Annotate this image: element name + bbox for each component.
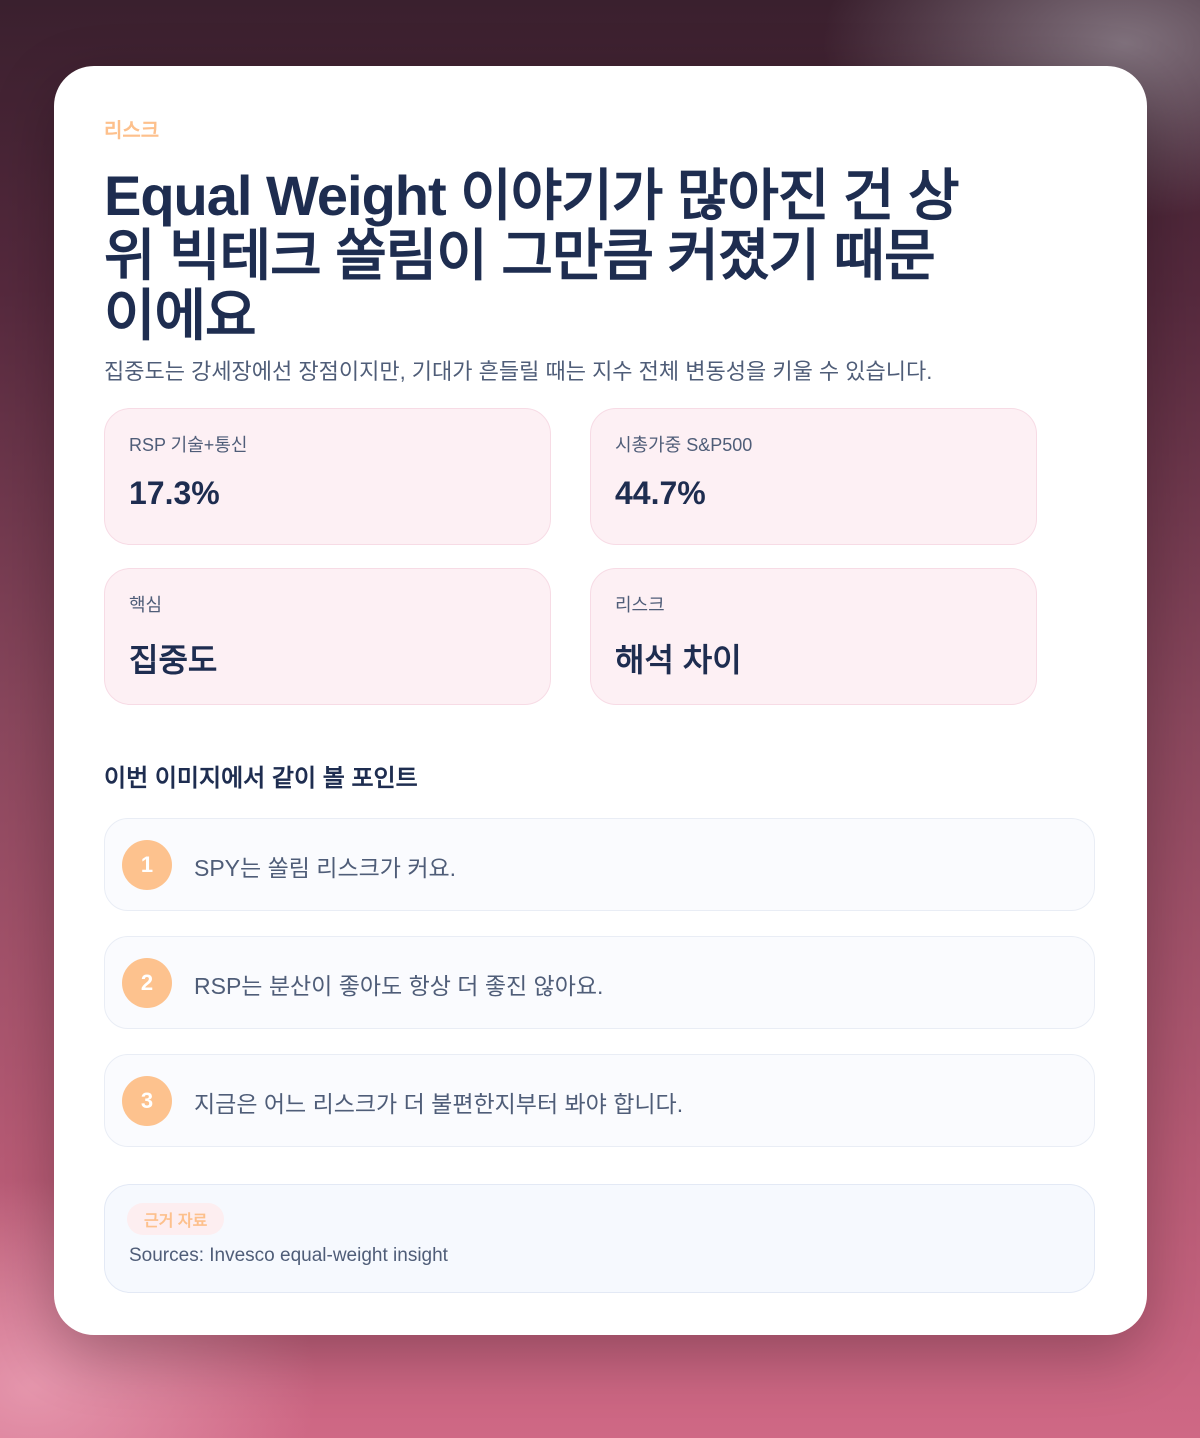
section-heading: 이번 이미지에서 같이 볼 포인트 [104,765,418,792]
stat-card: 리스크 해석 차이 [590,568,1037,705]
number-badge: 1 [122,840,172,890]
stat-label: 핵심 [129,595,163,615]
stat-card: 시총가중 S&P500 44.7% [590,408,1037,545]
stat-label: RSP 기술+통신 [129,435,248,455]
list-item: 2 RSP는 분산이 좋아도 항상 더 좋진 않아요. [104,936,1095,1029]
stat-card: 핵심 집중도 [104,568,551,705]
eyebrow-label: 리스크 [104,120,160,142]
list-item: 1 SPY는 쏠림 리스크가 커요. [104,818,1095,911]
subtitle: 집중도는 강세장에선 장점이지만, 기대가 흔들릴 때는 지수 전체 변동성을 … [104,359,933,384]
stat-label: 리스크 [615,595,665,615]
number-badge: 3 [122,1076,172,1126]
list-item-text: RSP는 분산이 좋아도 항상 더 좋진 않아요. [194,973,604,999]
stat-label: 시총가중 S&P500 [615,435,753,455]
stat-card: RSP 기술+통신 17.3% [104,408,551,545]
list-item-text: SPY는 쏠림 리스크가 커요. [194,855,457,881]
number-badge: 2 [122,958,172,1008]
sources-box: 근거 자료 Sources: Invesco equal-weight insi… [104,1184,1095,1293]
list-item: 3 지금은 어느 리스크가 더 불편한지부터 봐야 합니다. [104,1054,1095,1147]
sources-badge: 근거 자료 [127,1203,225,1235]
content-card: 리스크 Equal Weight 이야기가 많아진 건 상위 빅테크 쏠림이 그… [54,66,1147,1335]
stat-value: 44.7% [615,475,706,511]
sources-text: Sources: Invesco equal-weight insight [129,1245,448,1266]
stat-value: 집중도 [129,642,218,678]
stat-value: 17.3% [129,475,220,511]
page-title: Equal Weight 이야기가 많아진 건 상위 빅테크 쏠림이 그만큼 커… [104,164,960,347]
stat-value: 해석 차이 [615,642,742,678]
list-item-text: 지금은 어느 리스크가 더 불편한지부터 봐야 합니다. [194,1091,684,1117]
